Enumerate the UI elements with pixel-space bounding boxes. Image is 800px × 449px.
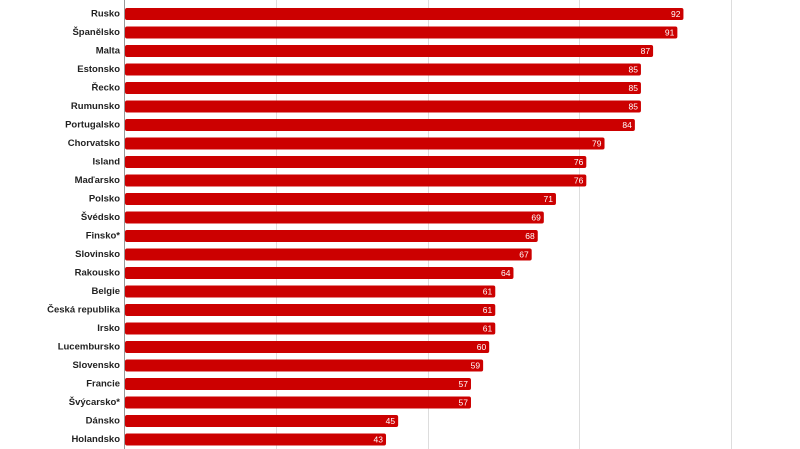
value-label: 71 <box>544 194 554 204</box>
value-label: 91 <box>665 28 675 38</box>
category-label: Francie <box>86 379 120 390</box>
bar <box>125 211 544 224</box>
bar <box>125 433 387 446</box>
bar <box>125 119 635 131</box>
category-label: Chorvatsko <box>68 138 120 149</box>
category-label: Estonsko <box>77 64 120 75</box>
bar <box>125 415 399 427</box>
category-label: Malta <box>96 46 121 57</box>
value-label: 60 <box>477 342 487 352</box>
category-label: Španělsko <box>72 26 120 38</box>
bar <box>125 45 654 57</box>
bar <box>125 248 532 261</box>
bar <box>125 322 496 335</box>
bar <box>125 193 556 205</box>
value-label: 84 <box>622 120 632 130</box>
bar <box>125 378 471 390</box>
category-label: Rusko <box>91 9 120 20</box>
value-label: 61 <box>483 287 493 297</box>
value-label: 57 <box>459 379 469 389</box>
bar <box>125 396 471 409</box>
value-label: 64 <box>501 268 511 278</box>
bar <box>125 8 684 20</box>
value-label: 76 <box>574 157 584 167</box>
value-label: 87 <box>641 46 651 56</box>
category-label: Portugalsko <box>65 120 120 131</box>
value-label: 85 <box>628 83 638 93</box>
bar <box>125 26 678 39</box>
category-label: Švýcarsko* <box>69 396 121 408</box>
bar <box>125 359 484 372</box>
category-label: Finsko* <box>86 231 121 242</box>
value-label: 61 <box>483 305 493 315</box>
category-label: Slovinsko <box>75 249 120 260</box>
value-label: 76 <box>574 176 584 186</box>
value-label: 67 <box>519 250 529 260</box>
bar <box>125 341 490 353</box>
value-label: 43 <box>374 435 384 445</box>
value-label: 57 <box>459 398 469 408</box>
value-label: 85 <box>628 65 638 75</box>
bars <box>125 8 684 446</box>
value-label: 59 <box>471 361 481 371</box>
bar <box>125 230 538 242</box>
category-label: Holandsko <box>71 434 120 445</box>
category-label: Dánsko <box>86 416 121 427</box>
value-label: 45 <box>386 416 396 426</box>
value-label: 61 <box>483 324 493 334</box>
category-label: Švédsko <box>81 211 120 223</box>
bar <box>125 174 587 187</box>
bar <box>125 285 496 298</box>
bar <box>125 63 641 76</box>
category-labels: Rusko Španělsko Malta Estonsko Řecko Rumunsko… <box>47 9 121 446</box>
bar <box>125 304 496 316</box>
category-label: Maďarsko <box>75 175 121 186</box>
value-label: 85 <box>628 102 638 112</box>
category-label: Irsko <box>97 323 120 334</box>
category-label: Polsko <box>89 194 120 205</box>
value-label: 68 <box>525 231 535 241</box>
value-label: 79 <box>592 139 602 149</box>
value-label: 92 <box>671 9 681 19</box>
category-label: Slovensko <box>72 360 120 371</box>
category-label: Lucembursko <box>58 342 120 353</box>
category-label: Belgie <box>91 286 120 297</box>
category-label: Rumunsko <box>71 101 120 112</box>
category-label: Česká republika <box>47 304 121 316</box>
bar <box>125 82 641 94</box>
category-label: Island <box>93 157 121 168</box>
value-labels: 9291878585858479767671696867646161616059… <box>374 9 681 445</box>
bar <box>125 267 514 279</box>
category-label: Řecko <box>91 82 120 94</box>
bar <box>125 137 605 150</box>
bar <box>125 156 587 168</box>
value-label: 69 <box>531 213 541 223</box>
category-label: Rakousko <box>75 268 121 279</box>
bar <box>125 100 641 113</box>
